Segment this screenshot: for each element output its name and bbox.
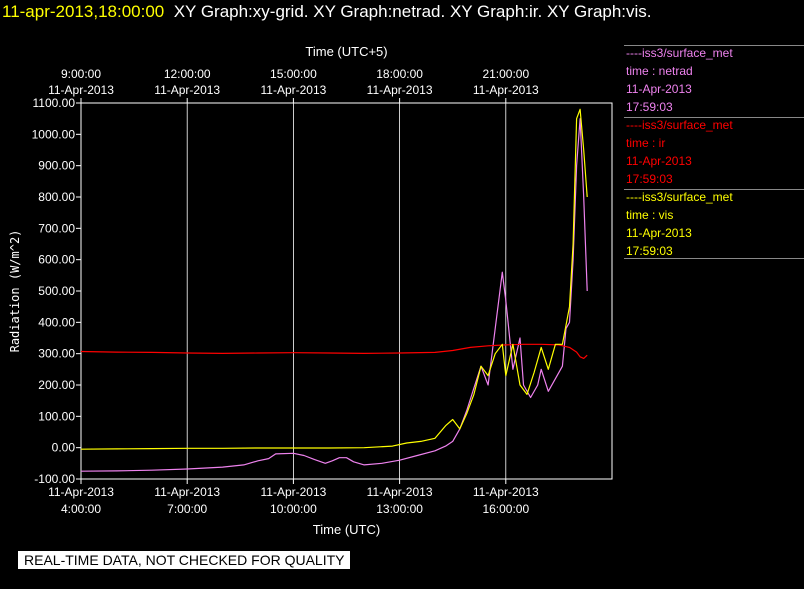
legend-divider — [624, 45, 804, 46]
legend-divider — [624, 189, 804, 190]
series-line-vis — [80, 108, 588, 450]
x2-tick-time-label: 21:00:00 — [482, 67, 529, 81]
y-axis-label: Radiation (W/m^2) — [8, 230, 22, 353]
y-tick-label: 1100.00 — [33, 96, 76, 110]
x2-tick-date-label: 11-Apr-2013 — [48, 83, 114, 97]
x-tick-time-label: 4:00:00 — [61, 502, 101, 516]
x2-tick-time-label: 15:00:00 — [270, 67, 317, 81]
legend-divider — [624, 117, 804, 118]
y-tick-label: 200.00 — [38, 378, 75, 392]
legend-field: time : vis — [626, 208, 674, 222]
y-tick-label: 300.00 — [38, 347, 75, 361]
y-tick-label: 700.00 — [38, 221, 75, 235]
y-tick-label: 500.00 — [38, 284, 75, 298]
plot-frame — [80, 102, 613, 480]
x-tick-date-label: 11-Apr-2013 — [473, 485, 539, 499]
quality-disclaimer: REAL-TIME DATA, NOT CHECKED FOR QUALITY — [18, 551, 351, 569]
x2-axis-label: Time (UTC+5) — [305, 44, 387, 59]
legend-series-line: ----iss3/surface_met — [626, 46, 733, 60]
y-tick-label: 900.00 — [38, 159, 75, 173]
header-title-bar: 11-apr-2013,18:00:00 XY Graph:xy-grid. X… — [2, 2, 652, 22]
x2-tick-date-label: 11-Apr-2013 — [367, 83, 433, 97]
y-tick-label: 400.00 — [38, 315, 75, 329]
series-line-ir — [80, 343, 588, 359]
y-tick-label: 100.00 — [38, 409, 75, 423]
x-tick-time-label: 16:00:00 — [482, 502, 529, 516]
x2-tick-time-label: 12:00:00 — [164, 67, 211, 81]
x-tick-date-label: 11-Apr-2013 — [48, 485, 114, 499]
legend-time: 17:59:03 — [626, 244, 673, 258]
header-timestamp: 11-apr-2013,18:00:00 — [2, 2, 165, 21]
x2-tick-date-label: 11-Apr-2013 — [473, 83, 539, 97]
legend-date: 11-Apr-2013 — [626, 226, 692, 240]
x2-tick-date-label: 11-Apr-2013 — [260, 83, 326, 97]
y-tick-label: 800.00 — [38, 190, 75, 204]
x-tick-time-label: 10:00:00 — [270, 502, 317, 516]
legend-series-line: ----iss3/surface_met — [626, 190, 733, 204]
legend-field: time : netrad — [626, 64, 693, 78]
x-tick-date-label: 11-Apr-2013 — [154, 485, 220, 499]
legend-time: 17:59:03 — [626, 100, 673, 114]
y-tick-label: 0.00 — [52, 441, 76, 455]
x-tick-date-label: 11-Apr-2013 — [260, 485, 326, 499]
x-axis-label: Time (UTC) — [313, 522, 380, 537]
series-line-netrad — [80, 118, 588, 472]
x2-tick-date-label: 11-Apr-2013 — [154, 83, 220, 97]
x2-tick-time-label: 9:00:00 — [61, 67, 101, 81]
x-tick-time-label: 13:00:00 — [376, 502, 423, 516]
legend-divider — [624, 258, 804, 259]
x-tick-date-label: 11-Apr-2013 — [367, 485, 433, 499]
x-tick-time-label: 7:00:00 — [167, 502, 207, 516]
y-tick-label: 1000.00 — [32, 127, 76, 141]
y-tick-label: 600.00 — [38, 253, 75, 267]
x2-tick-time-label: 18:00:00 — [376, 67, 423, 81]
header-graph-titles: XY Graph:xy-grid. XY Graph:netrad. XY Gr… — [173, 2, 652, 21]
y-tick-label: -100.00 — [34, 472, 75, 486]
legend-time: 17:59:03 — [626, 172, 673, 186]
legend-field: time : ir — [626, 136, 666, 150]
legend-series-line: ----iss3/surface_met — [626, 118, 733, 132]
legend-date: 11-Apr-2013 — [626, 154, 692, 168]
legend-date: 11-Apr-2013 — [626, 82, 692, 96]
